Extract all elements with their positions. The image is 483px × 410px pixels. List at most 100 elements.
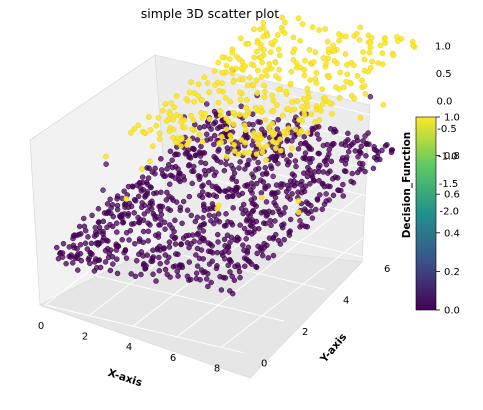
point-class-0: [290, 191, 295, 196]
point-class-1: [277, 137, 282, 142]
point-class-1: [318, 108, 323, 113]
point-class-1: [254, 78, 259, 83]
point-class-0: [67, 254, 72, 259]
point-class-0: [131, 221, 136, 226]
point-class-0: [197, 125, 202, 130]
point-class-1: [189, 127, 194, 132]
point-class-1: [212, 68, 217, 73]
point-class-0: [85, 234, 90, 239]
point-class-1: [289, 99, 294, 104]
point-class-1: [220, 70, 225, 75]
point-class-0: [329, 159, 334, 164]
point-class-0: [321, 143, 326, 148]
point-class-0: [192, 239, 197, 244]
point-class-0: [169, 196, 174, 201]
point-class-0: [114, 221, 119, 226]
point-class-0: [198, 223, 203, 228]
point-class-0: [302, 189, 307, 194]
point-class-0: [346, 149, 351, 154]
point-class-1: [282, 20, 287, 25]
z-tick-label: -2.0: [440, 207, 460, 218]
point-class-0: [247, 259, 252, 264]
point-class-0: [205, 271, 210, 276]
point-class-1: [320, 87, 325, 92]
point-class-1: [368, 40, 373, 45]
point-class-1: [313, 119, 318, 124]
point-class-0: [145, 208, 150, 213]
point-class-0: [187, 194, 192, 199]
point-class-0: [93, 225, 98, 230]
point-class-1: [276, 87, 281, 92]
point-class-0: [115, 207, 120, 212]
point-class-0: [260, 253, 265, 258]
point-class-0: [179, 263, 184, 268]
point-class-0: [103, 259, 108, 264]
point-class-0: [242, 226, 247, 231]
point-class-1: [202, 75, 207, 80]
point-class-0: [239, 104, 244, 109]
point-class-0: [145, 253, 150, 258]
point-class-1: [343, 51, 348, 56]
point-class-1: [242, 123, 247, 128]
point-class-0: [229, 235, 234, 240]
point-class-0: [137, 181, 142, 186]
point-class-1: [254, 49, 259, 54]
point-class-0: [323, 158, 328, 163]
point-class-1: [164, 118, 169, 123]
point-class-1: [311, 60, 316, 65]
point-class-1: [264, 73, 269, 78]
point-class-1: [337, 95, 342, 100]
point-class-1: [259, 60, 264, 65]
point-class-0: [200, 189, 205, 194]
point-class-0: [176, 167, 181, 172]
point-class-0: [115, 196, 120, 201]
point-class-1: [216, 100, 221, 105]
point-class-0: [104, 225, 109, 230]
point-class-0: [384, 142, 389, 147]
colorbar-tick-label: 0.8: [444, 151, 460, 162]
point-class-0: [188, 155, 193, 160]
point-class-1: [255, 91, 260, 96]
point-class-1: [263, 117, 268, 122]
point-class-0: [198, 144, 203, 149]
point-class-1: [224, 63, 229, 68]
point-class-0: [255, 251, 260, 256]
point-class-0: [333, 175, 338, 180]
point-class-0: [142, 203, 147, 208]
point-class-1: [270, 93, 275, 98]
point-class-0: [193, 252, 198, 257]
point-class-0: [187, 162, 192, 167]
point-class-0: [197, 239, 202, 244]
point-class-0: [208, 218, 213, 223]
point-class-1: [359, 78, 364, 83]
point-class-0: [124, 256, 129, 261]
point-class-0: [299, 179, 304, 184]
point-class-0: [219, 287, 224, 292]
point-class-0: [140, 175, 145, 180]
point-class-1: [169, 101, 174, 106]
point-class-1: [380, 51, 385, 56]
point-class-1: [252, 55, 257, 60]
point-class-1: [257, 27, 262, 32]
point-class-0: [157, 244, 162, 249]
point-class-0: [143, 193, 148, 198]
point-class-1: [245, 83, 250, 88]
point-class-0: [236, 193, 241, 198]
point-class-1: [302, 58, 307, 63]
point-class-0: [172, 218, 177, 223]
point-class-0: [251, 208, 256, 213]
point-class-1: [296, 16, 301, 21]
point-class-0: [213, 120, 218, 125]
point-class-1: [326, 73, 331, 78]
point-class-0: [191, 146, 196, 151]
point-class-1: [362, 57, 367, 62]
point-class-1: [257, 132, 262, 137]
point-class-0: [287, 160, 292, 165]
point-class-1: [220, 55, 225, 60]
point-class-0: [285, 183, 290, 188]
point-class-1: [261, 47, 266, 52]
point-class-0: [229, 163, 234, 168]
point-class-1: [258, 55, 263, 60]
y-tick-label: 6: [384, 264, 390, 275]
